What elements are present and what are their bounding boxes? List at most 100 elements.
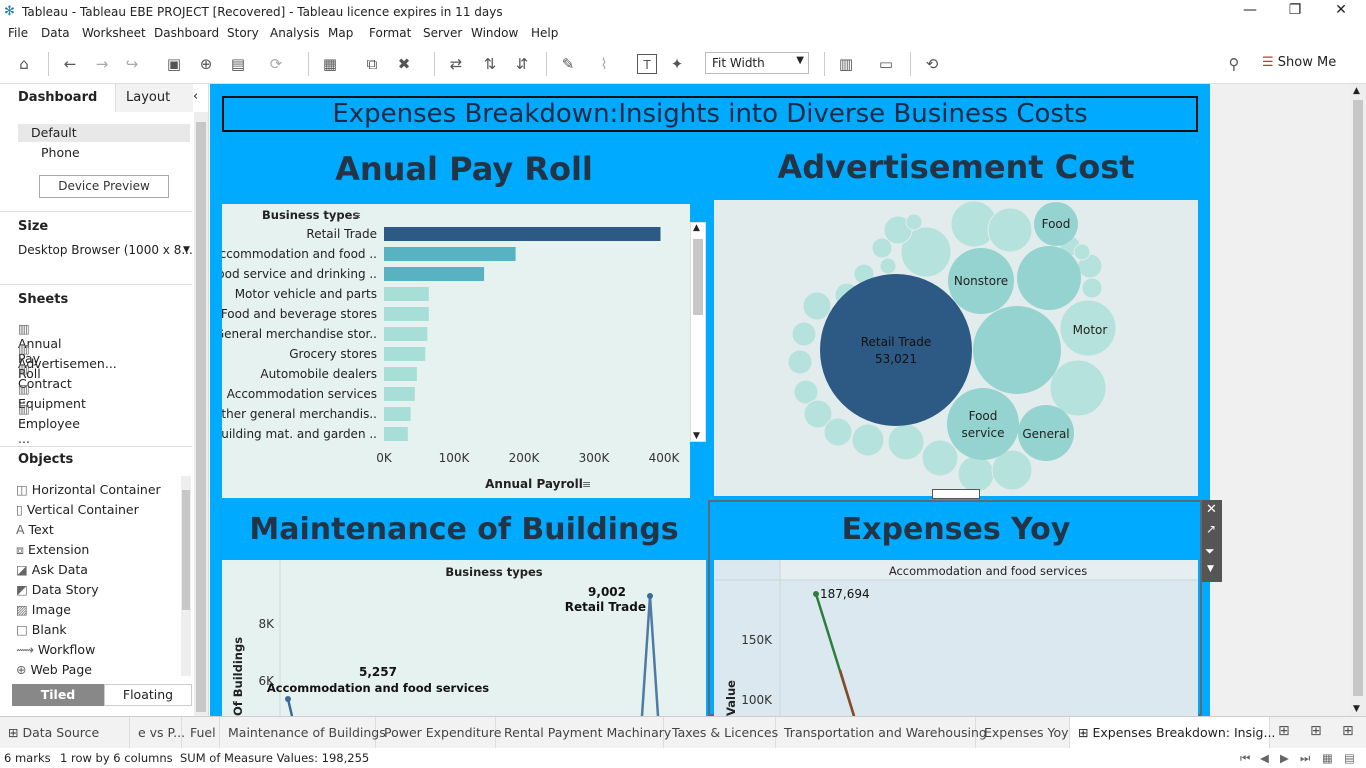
collapse-icon[interactable]: ‹ bbox=[193, 89, 199, 104]
chevron-down-icon[interactable]: ▼ bbox=[1207, 564, 1214, 574]
refresh-icon[interactable]: ⟳ bbox=[269, 55, 283, 73]
prev-sheet-icon[interactable]: ◀ bbox=[1260, 751, 1269, 765]
sheet-item[interactable]: ▥ Equipment ... bbox=[18, 381, 86, 426]
objects-scrollbar[interactable] bbox=[181, 476, 191, 676]
tiled-button[interactable]: Tiled bbox=[12, 684, 104, 706]
menu-data[interactable]: Data bbox=[41, 26, 70, 40]
payroll-header: Business types bbox=[262, 208, 359, 222]
sheet-item[interactable]: ▥ Employee ... bbox=[18, 401, 80, 446]
menu-map[interactable]: Map bbox=[328, 26, 354, 40]
swap-icon[interactable]: ⇄ bbox=[449, 55, 463, 73]
payroll-scrollbar[interactable]: ▲ ▼ bbox=[690, 222, 706, 442]
object-image[interactable]: ▨ Image bbox=[16, 602, 71, 617]
show-labels-icon[interactable]: T bbox=[637, 54, 657, 74]
tab-dashboard[interactable]: Dashboard bbox=[18, 90, 98, 105]
home-icon[interactable]: ⌂ bbox=[19, 55, 29, 73]
sheet-tab[interactable]: Taxes & Licences bbox=[664, 717, 778, 749]
object-horizontal-container[interactable]: ◫ Horizontal Container bbox=[16, 482, 161, 497]
menu-format[interactable]: Format bbox=[369, 26, 412, 40]
first-sheet-icon[interactable]: ⏮ bbox=[1240, 751, 1251, 765]
sheet-tab[interactable]: e vs P... bbox=[130, 717, 185, 749]
device-phone[interactable]: Phone bbox=[41, 145, 80, 160]
left-panel-scrollbar[interactable] bbox=[194, 112, 208, 716]
group-icon[interactable]: ⌇ bbox=[600, 55, 608, 73]
sheet-tab[interactable]: Expenses Yoy bbox=[976, 717, 1070, 749]
sheet-tab[interactable]: Transportation and Warehousing bbox=[776, 717, 987, 749]
maint-ytick: 8K bbox=[258, 617, 275, 631]
sort-descending-icon[interactable]: ⇵ bbox=[515, 55, 529, 73]
menu-help[interactable]: Help bbox=[531, 26, 559, 40]
object-ask-data[interactable]: ◪ Ask Data bbox=[16, 562, 88, 577]
list-view-icon[interactable]: ▤ bbox=[1344, 751, 1355, 765]
sheet-tab[interactable]: Fuel bbox=[182, 717, 220, 749]
rows-columns: 1 row by 6 columns bbox=[60, 751, 173, 765]
menu-window[interactable]: Window bbox=[471, 26, 519, 40]
close-icon[interactable]: ✕ bbox=[1335, 2, 1347, 18]
new-worksheet-icon[interactable]: ⊞ bbox=[1278, 723, 1290, 739]
sheet-item[interactable]: ▥ Annual Pay Roll bbox=[18, 321, 62, 381]
new-data-source-icon[interactable]: ⊕ bbox=[199, 55, 213, 73]
sheet-tab[interactable]: Rental Payment Machinary bbox=[496, 717, 671, 749]
format-icon[interactable]: ⚲ bbox=[1228, 55, 1240, 73]
share-icon[interactable]: ⟲ bbox=[925, 55, 939, 73]
object-text[interactable]: A Text bbox=[16, 522, 54, 537]
object-vertical-container[interactable]: ▯ Vertical Container bbox=[16, 502, 139, 517]
undo-icon[interactable]: ← bbox=[63, 55, 77, 73]
menu-story[interactable]: Story bbox=[227, 26, 259, 40]
fit-select[interactable]: Fit Width ▼ bbox=[705, 52, 809, 74]
size-select[interactable]: Desktop Browser (1000 x 8... bbox=[18, 243, 193, 257]
grid-view-icon[interactable]: ▦ bbox=[1322, 751, 1333, 765]
new-dashboard-icon[interactable]: ⊞ bbox=[1310, 723, 1322, 739]
chevron-up-icon[interactable]: ▲ bbox=[1353, 86, 1360, 96]
sheet-tab[interactable]: Maintenance of Buildings bbox=[220, 717, 386, 749]
data-story-icon: ◩ bbox=[16, 582, 28, 597]
chevron-down-icon[interactable]: ▼ bbox=[693, 431, 700, 441]
save-icon[interactable]: ▣ bbox=[166, 55, 182, 73]
chevron-up-icon[interactable]: ▲ bbox=[693, 223, 700, 233]
menu-server[interactable]: Server bbox=[423, 26, 463, 40]
object-web-page[interactable]: ⊕ Web Page bbox=[16, 662, 92, 677]
last-sheet-icon[interactable]: ⏭ bbox=[1300, 751, 1311, 765]
clear-sheet-icon[interactable]: ✖ bbox=[397, 55, 411, 73]
sheet-tab[interactable]: Power Expenditure bbox=[376, 717, 501, 749]
pause-updates-icon[interactable]: ▤ bbox=[230, 55, 246, 73]
menu-analysis[interactable]: Analysis bbox=[270, 26, 320, 40]
menu-file[interactable]: File bbox=[8, 26, 29, 40]
filter-icon[interactable]: ⏷ bbox=[1205, 544, 1215, 558]
object-data-story[interactable]: ◩ Data Story bbox=[16, 582, 99, 597]
close-icon[interactable]: ✕ bbox=[1206, 502, 1217, 517]
duplicate-icon[interactable]: ⧉ bbox=[366, 55, 378, 73]
highlight-icon[interactable]: ✎ bbox=[561, 55, 575, 73]
next-sheet-icon[interactable]: ▶ bbox=[1280, 751, 1289, 765]
device-preview-button[interactable]: Device Preview bbox=[39, 175, 169, 198]
pin-icon[interactable]: ✦ bbox=[670, 55, 684, 73]
resize-handle[interactable] bbox=[932, 489, 980, 499]
new-worksheet-icon[interactable]: ▦ bbox=[322, 55, 338, 73]
presentation-icon[interactable]: ▥ bbox=[838, 55, 854, 73]
floating-button[interactable]: Floating bbox=[104, 684, 192, 706]
sheet-item[interactable]: ▥ Contract ... bbox=[18, 361, 72, 406]
object-blank[interactable]: □ Blank bbox=[16, 622, 67, 637]
go-to-sheet-icon[interactable]: ↗ bbox=[1206, 522, 1217, 536]
chevron-down-icon[interactable]: ▼ bbox=[183, 245, 190, 255]
restore-icon[interactable]: ❐ bbox=[1288, 2, 1302, 18]
menu-worksheet[interactable]: Worksheet bbox=[82, 26, 146, 40]
object-workflow[interactable]: ⟿ Workflow bbox=[16, 642, 96, 657]
tab-data-source[interactable]: ⊞ Data Source bbox=[0, 717, 130, 749]
show-me-button[interactable]: ☰ Show Me bbox=[1262, 55, 1337, 70]
sort-ascending-icon[interactable]: ⇅ bbox=[483, 55, 497, 73]
tab-layout[interactable]: Layout bbox=[115, 84, 193, 112]
redo-icon[interactable]: → bbox=[95, 55, 109, 73]
chevron-down-icon[interactable]: ▼ bbox=[1353, 704, 1360, 714]
menu-dashboard[interactable]: Dashboard bbox=[154, 26, 220, 40]
device-icon[interactable]: ▭ bbox=[878, 55, 894, 73]
new-story-icon[interactable]: ⊞ bbox=[1342, 723, 1354, 739]
replay-icon[interactable]: ↪ bbox=[125, 55, 139, 73]
object-extension[interactable]: ⧈ Extension bbox=[16, 542, 90, 557]
canvas-scrollbar[interactable]: ▲ ▼ bbox=[1350, 84, 1366, 716]
blank-icon: □ bbox=[16, 622, 28, 637]
device-default[interactable]: Default bbox=[31, 125, 77, 140]
sheet-item[interactable]: ▥ Advertisemen... bbox=[18, 341, 117, 371]
minimize-icon[interactable]: — bbox=[1243, 2, 1257, 18]
sheet-tab-active[interactable]: ⊞ Expenses Breakdown: Insig... bbox=[1070, 717, 1275, 749]
